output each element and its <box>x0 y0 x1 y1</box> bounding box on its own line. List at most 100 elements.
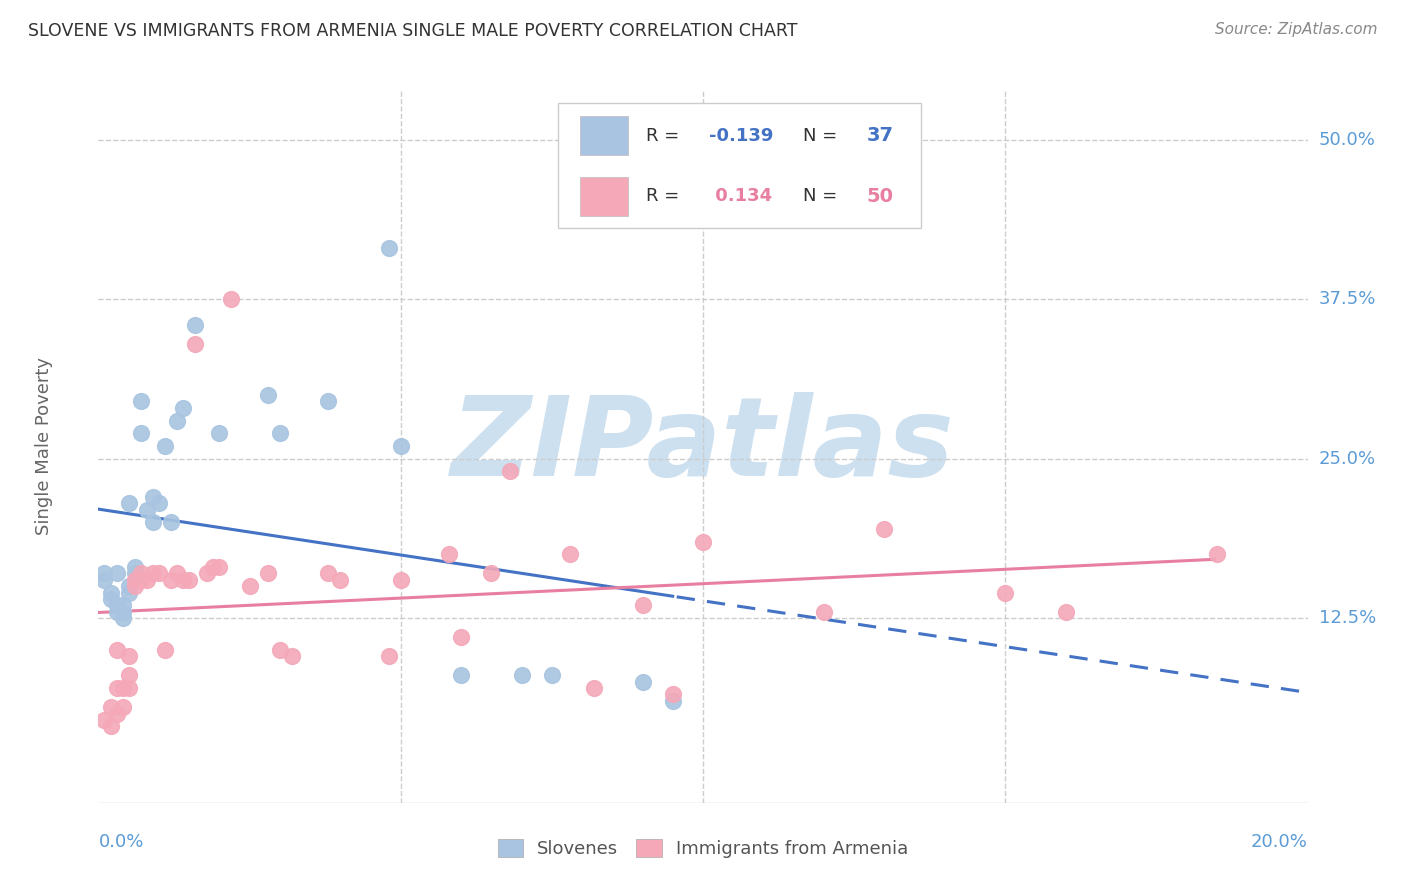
Text: N =: N = <box>803 127 838 145</box>
Point <box>105 605 128 619</box>
Point <box>118 649 141 664</box>
Point <box>269 426 291 441</box>
Point <box>316 394 339 409</box>
Point <box>100 719 122 733</box>
Point <box>1054 605 1077 619</box>
Point <box>105 681 128 695</box>
Point <box>118 668 141 682</box>
Point <box>631 599 654 613</box>
Point <box>450 630 472 644</box>
Point <box>583 681 606 695</box>
Point <box>111 599 134 613</box>
Point <box>105 599 128 613</box>
Point <box>129 426 152 441</box>
Point <box>129 394 152 409</box>
FancyBboxPatch shape <box>579 177 628 216</box>
Text: R =: R = <box>647 127 679 145</box>
Point <box>256 388 278 402</box>
Text: -0.139: -0.139 <box>709 127 773 145</box>
Point <box>118 579 141 593</box>
Point <box>142 566 165 581</box>
Text: Source: ZipAtlas.com: Source: ZipAtlas.com <box>1215 22 1378 37</box>
Point <box>184 337 207 351</box>
Point <box>111 605 134 619</box>
Point <box>153 643 176 657</box>
Point <box>160 516 183 530</box>
Text: 0.0%: 0.0% <box>98 833 143 851</box>
Point <box>111 681 134 695</box>
Point <box>166 566 188 581</box>
Point <box>100 591 122 606</box>
Point <box>377 242 399 256</box>
Point <box>281 649 304 664</box>
Point <box>93 713 115 727</box>
Point <box>111 611 134 625</box>
Point <box>510 668 533 682</box>
Text: 0.134: 0.134 <box>709 187 772 205</box>
Point <box>118 496 141 510</box>
Text: 37: 37 <box>866 126 893 145</box>
FancyBboxPatch shape <box>558 103 921 228</box>
Point <box>558 547 581 561</box>
Text: SLOVENE VS IMMIGRANTS FROM ARMENIA SINGLE MALE POVERTY CORRELATION CHART: SLOVENE VS IMMIGRANTS FROM ARMENIA SINGL… <box>28 22 797 40</box>
Point <box>172 401 194 415</box>
Text: ZIPatlas: ZIPatlas <box>451 392 955 500</box>
Point <box>540 668 562 682</box>
Text: 37.5%: 37.5% <box>1319 291 1376 309</box>
Point <box>105 706 128 721</box>
Point <box>100 700 122 714</box>
Point <box>118 681 141 695</box>
Point <box>256 566 278 581</box>
Text: 25.0%: 25.0% <box>1319 450 1376 467</box>
Point <box>172 573 194 587</box>
Point <box>316 566 339 581</box>
Point <box>631 674 654 689</box>
Point <box>239 579 262 593</box>
Point <box>153 439 176 453</box>
Point <box>389 439 412 453</box>
Point <box>124 579 146 593</box>
Point <box>481 566 503 581</box>
Point <box>166 413 188 427</box>
Point <box>208 560 231 574</box>
Text: R =: R = <box>647 187 679 205</box>
Point <box>105 643 128 657</box>
Point <box>129 566 152 581</box>
Point <box>221 293 243 307</box>
Point <box>93 566 115 581</box>
Point <box>450 668 472 682</box>
Point <box>118 585 141 599</box>
Point <box>160 573 183 587</box>
Text: 12.5%: 12.5% <box>1319 609 1376 627</box>
Point <box>661 688 683 702</box>
Point <box>177 573 201 587</box>
Text: 50.0%: 50.0% <box>1319 131 1375 149</box>
Point <box>202 560 225 574</box>
Point <box>142 490 165 504</box>
Text: 50: 50 <box>866 186 893 206</box>
Legend: Slovenes, Immigrants from Armenia: Slovenes, Immigrants from Armenia <box>498 838 908 858</box>
Point <box>135 573 157 587</box>
Text: N =: N = <box>803 187 838 205</box>
Point <box>269 643 291 657</box>
Point <box>124 560 146 574</box>
Point <box>129 573 152 587</box>
Point <box>661 694 683 708</box>
Point <box>111 700 134 714</box>
Point <box>873 522 896 536</box>
Point <box>195 566 218 581</box>
Point <box>437 547 460 561</box>
Point <box>208 426 231 441</box>
Text: Single Male Poverty: Single Male Poverty <box>35 357 53 535</box>
Point <box>105 566 128 581</box>
Point <box>498 465 520 479</box>
Point <box>124 566 146 581</box>
Point <box>692 534 714 549</box>
Point <box>389 573 412 587</box>
Point <box>813 605 835 619</box>
Point <box>100 585 122 599</box>
Point <box>135 502 157 516</box>
FancyBboxPatch shape <box>579 116 628 155</box>
Point <box>148 566 170 581</box>
Text: 20.0%: 20.0% <box>1251 833 1308 851</box>
